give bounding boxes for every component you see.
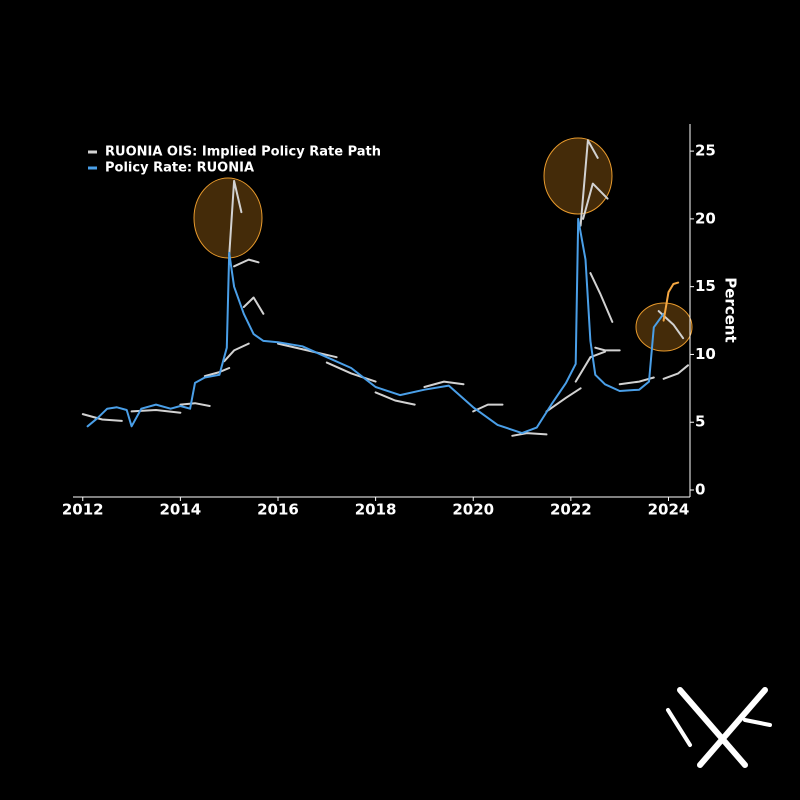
x-tick-label: 2024 — [648, 501, 690, 519]
logo — [666, 687, 772, 768]
series-line — [81, 139, 689, 437]
highlight-circle — [193, 177, 263, 259]
highlight-circles — [193, 137, 693, 352]
x-tick-label: 2012 — [62, 501, 104, 519]
series-line — [662, 281, 680, 322]
x-tick-label: 2018 — [355, 501, 397, 519]
y-tick-label: 20 — [695, 209, 716, 227]
y-tick-label: 0 — [695, 481, 705, 499]
y-tick-label: 25 — [695, 142, 716, 160]
y-tick-label: 5 — [695, 413, 705, 431]
highlight-circle — [543, 137, 613, 215]
x-tick-label: 2022 — [550, 501, 592, 519]
x-tick-label: 2020 — [452, 501, 494, 519]
legend-label: Policy Rate: RUONIA — [105, 161, 254, 176]
y-tick-label: 10 — [695, 345, 716, 363]
legend-label: RUONIA OIS: Implied Policy Rate Path — [105, 145, 381, 160]
series-line — [86, 217, 665, 435]
x-tick-label: 2014 — [160, 501, 202, 519]
y-axis-label: Percent — [722, 277, 740, 342]
highlight-circle — [635, 302, 693, 352]
y-tick-label: 15 — [695, 277, 716, 295]
x-tick-label: 2016 — [257, 501, 299, 519]
